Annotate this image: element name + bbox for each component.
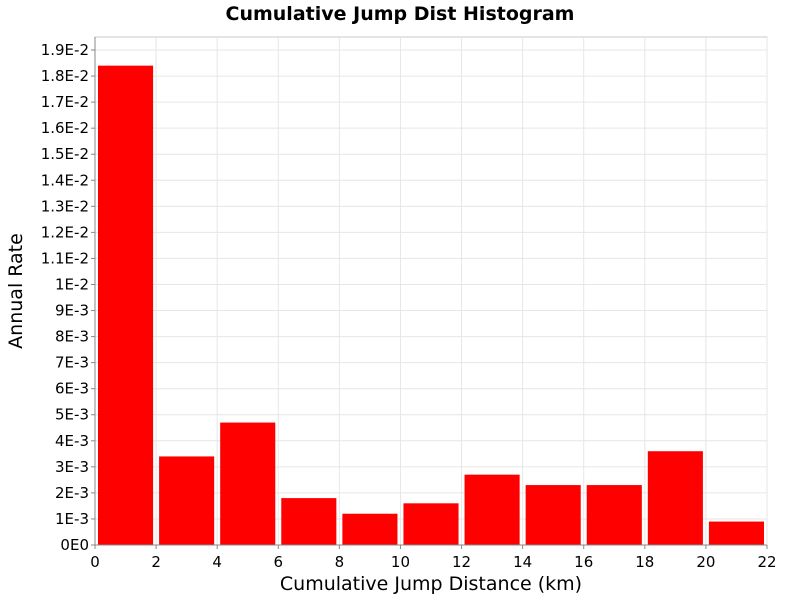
bar-10 (708, 521, 764, 545)
x-tick-label-7: 14 (513, 553, 532, 571)
x-tick-label-2: 4 (212, 553, 222, 571)
x-tick-label-8: 16 (574, 553, 593, 571)
x-tick-label-10: 20 (696, 553, 715, 571)
y-tick-label-19: 1.9E-2 (41, 41, 89, 59)
x-tick-label-5: 10 (391, 553, 410, 571)
bar-8 (586, 485, 642, 545)
y-tick-label-4: 4E-3 (55, 432, 89, 450)
y-tick-label-12: 1.2E-2 (41, 223, 89, 241)
x-tick-label-6: 12 (452, 553, 471, 571)
bar-9 (647, 451, 703, 545)
x-tick-label-4: 8 (335, 553, 345, 571)
y-axis-label: Annual Rate (5, 233, 27, 349)
y-tick-label-9: 9E-3 (55, 302, 89, 320)
bar-layer (98, 65, 764, 546)
x-tick-label-11: 22 (757, 553, 776, 571)
chart-title: Cumulative Jump Dist Histogram (226, 3, 575, 25)
y-tick-label-10: 1E-2 (55, 275, 89, 293)
y-tick-label-6: 6E-3 (55, 380, 89, 398)
y-tick-label-7: 7E-3 (55, 354, 89, 372)
x-axis-label: Cumulative Jump Distance (km) (280, 573, 582, 595)
bar-7 (525, 485, 581, 545)
bar-2 (220, 422, 276, 545)
y-tick-label-1: 1E-3 (55, 510, 89, 528)
bar-5 (403, 503, 459, 545)
x-axis-ticks: 0 2 4 6 8 10 12 14 16 18 20 22 (90, 545, 777, 571)
y-tick-label-17: 1.7E-2 (41, 93, 89, 111)
y-tick-label-0: 0E0 (60, 536, 89, 554)
y-tick-label-2: 2E-3 (55, 484, 89, 502)
y-tick-label-8: 8E-3 (55, 328, 89, 346)
y-axis-ticks: 0E0 1E-3 2E-3 3E-3 4E-3 5E-3 6E-3 7E-3 8E-3 9E-3 1… (41, 41, 95, 554)
bar-4 (342, 513, 398, 545)
x-tick-label-0: 0 (90, 553, 100, 571)
y-tick-label-15: 1.5E-2 (41, 145, 89, 163)
y-tick-label-5: 5E-3 (55, 406, 89, 424)
y-tick-label-18: 1.8E-2 (41, 67, 89, 85)
y-tick-label-13: 1.3E-2 (41, 197, 89, 215)
y-tick-label-11: 1.1E-2 (41, 249, 89, 267)
bar-1 (159, 456, 215, 545)
y-tick-label-16: 1.6E-2 (41, 119, 89, 137)
bar-3 (281, 498, 337, 545)
bar-0 (98, 65, 154, 546)
bar-6 (464, 474, 520, 545)
y-tick-label-3: 3E-3 (55, 458, 89, 476)
y-tick-label-14: 1.4E-2 (41, 171, 89, 189)
x-tick-label-3: 6 (273, 553, 283, 571)
x-tick-label-1: 2 (151, 553, 161, 571)
x-tick-label-9: 18 (635, 553, 654, 571)
